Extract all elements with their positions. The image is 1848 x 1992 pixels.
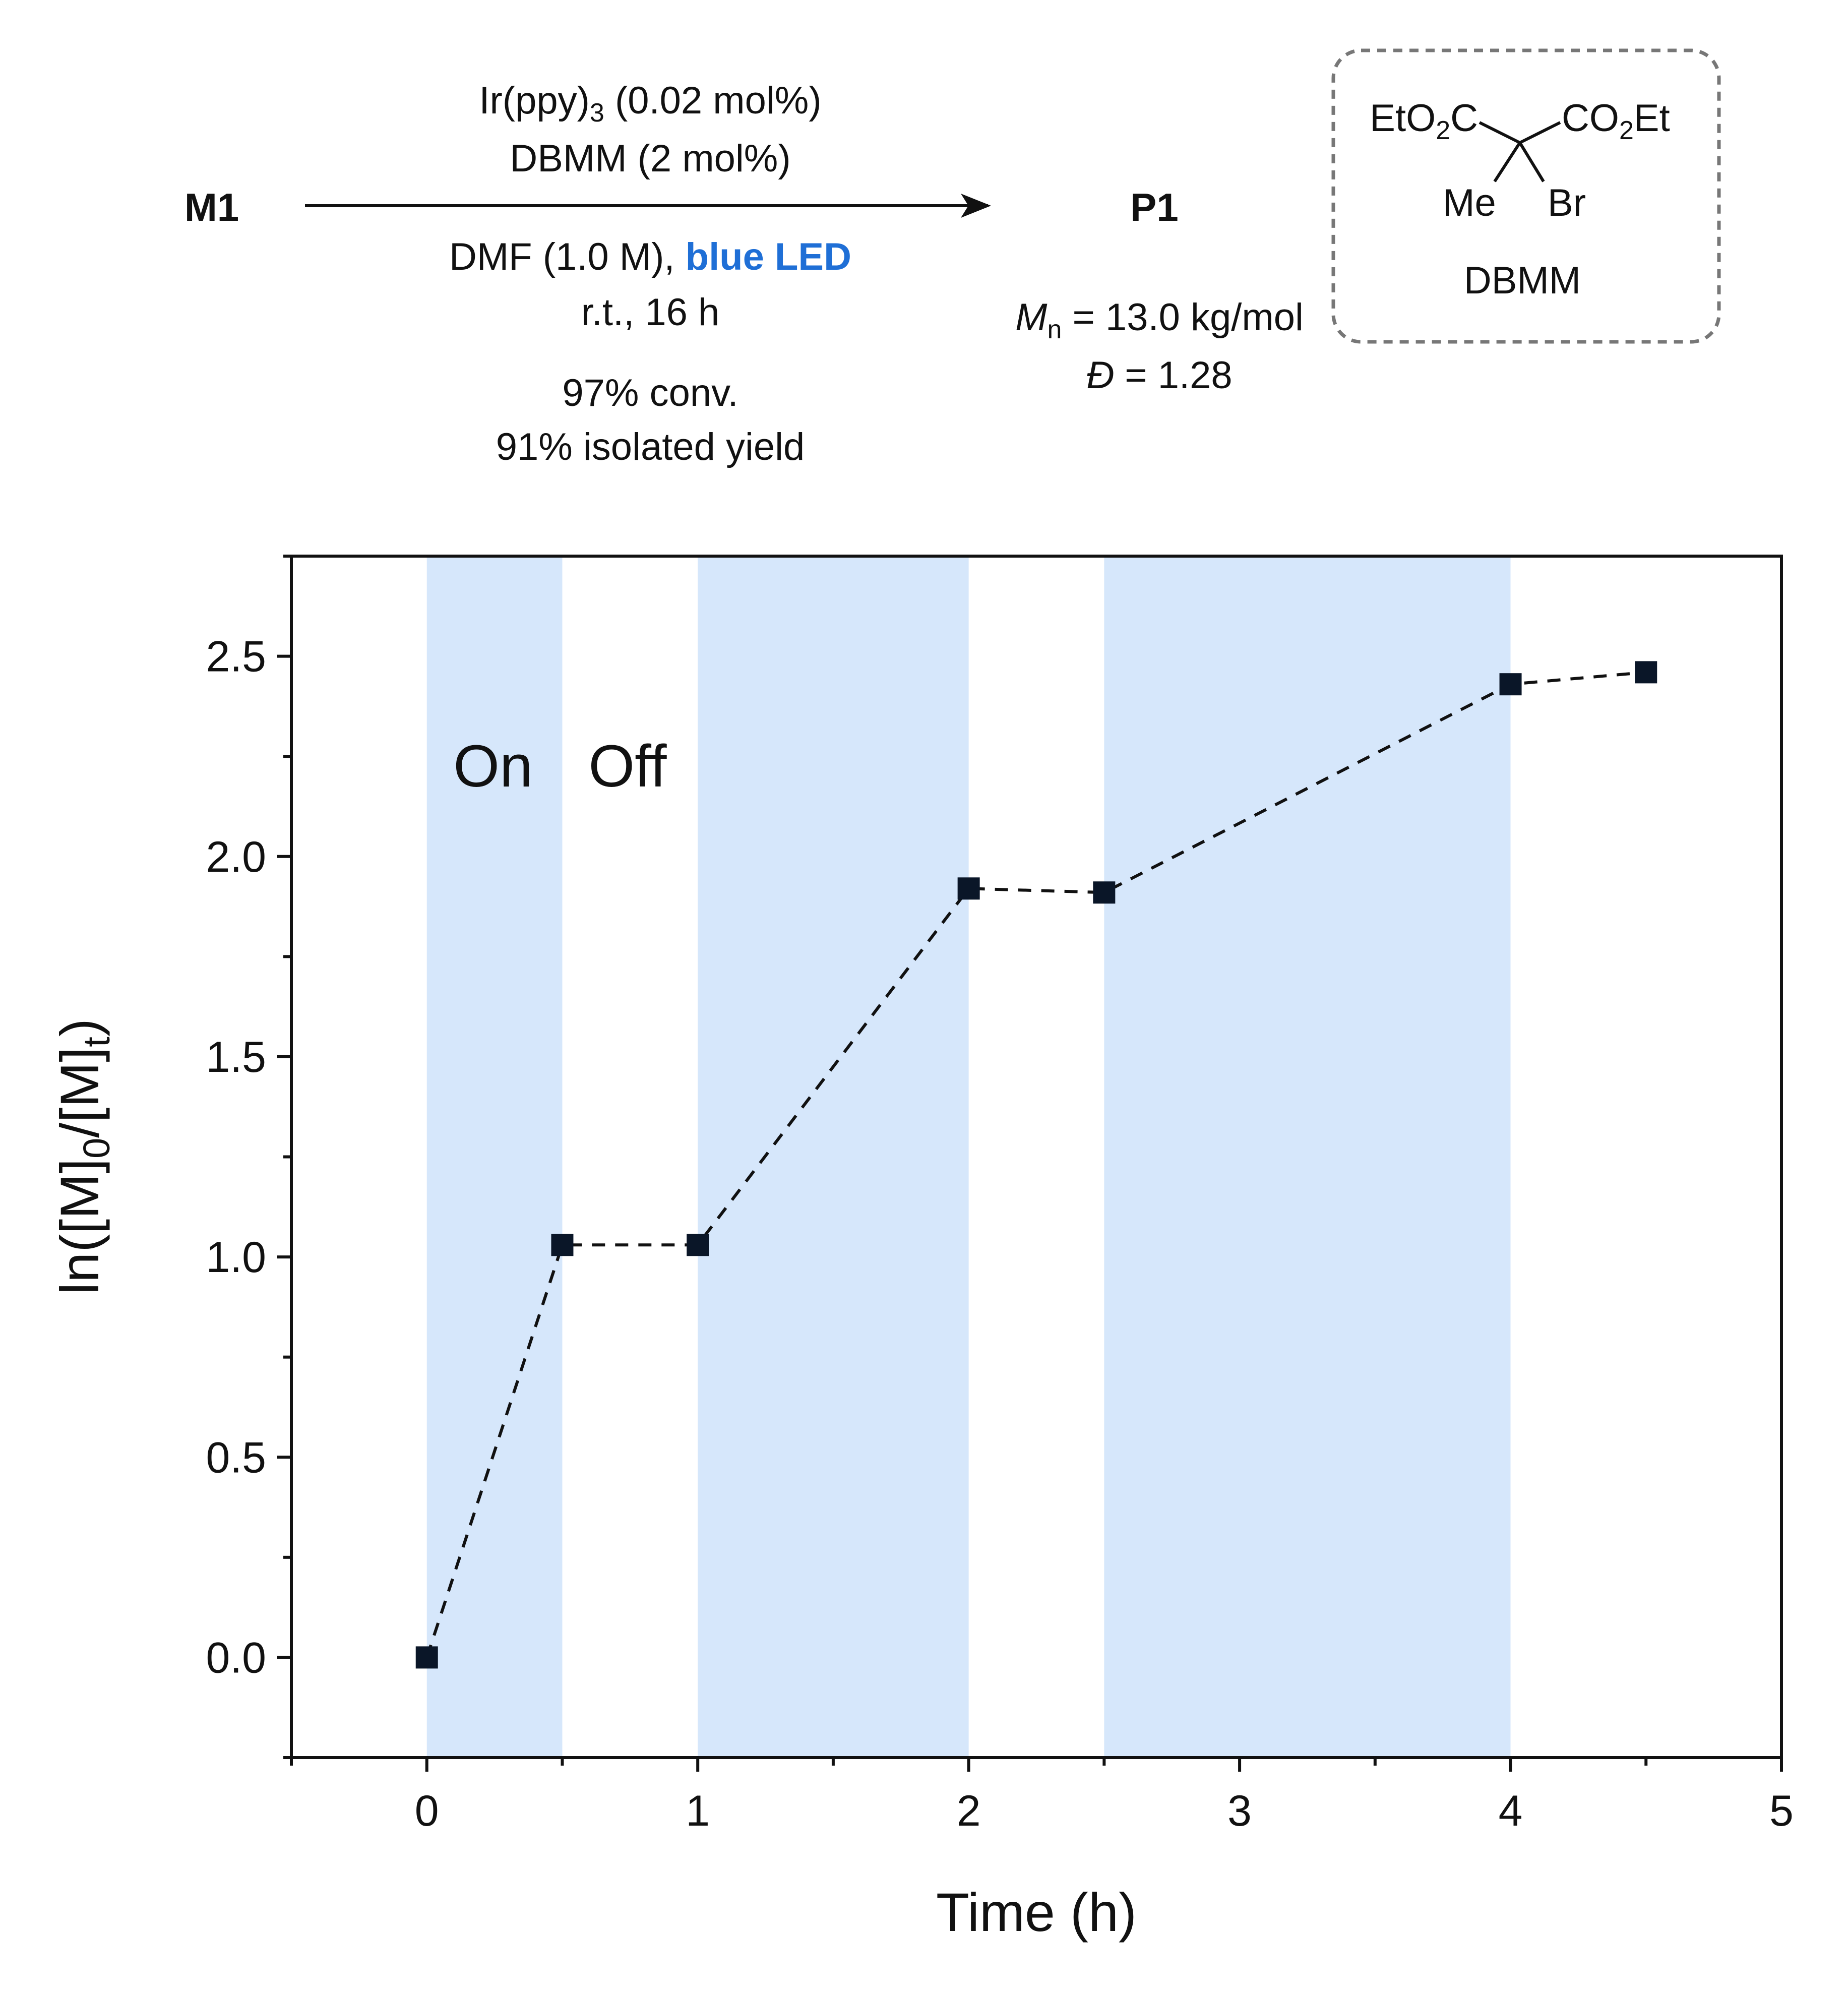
data-point xyxy=(1499,673,1522,696)
condition-temp-time: r.t., 16 h xyxy=(581,291,720,334)
dbmm-dashed-box xyxy=(1331,48,1721,344)
y-tick-label: 1.5 xyxy=(206,1033,266,1081)
dbmm-left-ester: EtO2C xyxy=(1370,97,1478,145)
y-axis: 0.0 0.5 1.0 1.5 2.0 2.5 xyxy=(206,555,291,1759)
data-point xyxy=(1635,661,1657,684)
y-tick-label: 1.0 xyxy=(206,1233,266,1282)
y-axis-title: ln([M]0/[M]t) xyxy=(49,1018,117,1295)
light-on-band xyxy=(426,556,563,1758)
y-tick-label: 0.5 xyxy=(206,1433,266,1482)
x-axis-title: Time (h) xyxy=(936,1882,1137,1943)
product-label: P1 xyxy=(1130,185,1178,229)
dbmm-bromo: Br xyxy=(1548,182,1586,224)
off-label: Off xyxy=(588,733,666,800)
on-label: On xyxy=(453,733,532,800)
data-point xyxy=(551,1234,574,1256)
condition-initiator: DBMM (2 mol%) xyxy=(510,137,790,180)
light-on-band xyxy=(1104,556,1511,1758)
mn-text: Mn = 13.0 kg/mol xyxy=(1015,296,1304,344)
kinetics-chart: 0 1 2 3 4 5 0.0 0.5 1.0 1.5 2.0 2.5 On Off Time (h… xyxy=(49,555,1794,1943)
conversion-text: 97% conv. xyxy=(562,372,738,414)
data-markers xyxy=(415,661,1657,1669)
x-tick-label: 3 xyxy=(1227,1787,1252,1835)
x-axis: 0 1 2 3 4 5 xyxy=(290,1758,1794,1835)
reaction-scheme: M1 Ir(ppy)3 (0.02 mol%) DBMM (2 mol%) DM… xyxy=(184,48,1721,468)
dbmm-methyl: Me xyxy=(1443,182,1496,224)
data-point xyxy=(957,877,980,900)
dbmm-bond-left xyxy=(1479,121,1521,144)
x-tick-label: 5 xyxy=(1769,1787,1794,1835)
data-point xyxy=(1093,881,1116,904)
yield-text: 91% isolated yield xyxy=(496,426,805,468)
data-point xyxy=(687,1234,709,1256)
dbmm-right-ester: CO2Et xyxy=(1562,97,1670,145)
dispersity-text: Đ = 1.28 xyxy=(1086,354,1232,397)
y-tick-label: 0.0 xyxy=(206,1634,266,1682)
y-tick-label: 2.5 xyxy=(206,633,266,681)
dbmm-bond-right xyxy=(1519,121,1561,144)
dbmm-name: DBMM xyxy=(1464,259,1581,302)
x-tick-label: 1 xyxy=(686,1787,710,1835)
dbmm-structure: EtO2C CO2Et Me Br DBMM xyxy=(1331,48,1721,344)
x-tick-label: 2 xyxy=(957,1787,981,1835)
y-tick-label: 2.0 xyxy=(206,833,266,881)
dbmm-bond-methyl xyxy=(1493,142,1521,183)
condition-solvent-light: DMF (1.0 M), blue LED xyxy=(449,235,851,278)
x-tick-label: 0 xyxy=(415,1787,439,1835)
reactant-label: M1 xyxy=(184,185,239,229)
data-point xyxy=(415,1646,438,1669)
condition-catalyst: Ir(ppy)3 (0.02 mol%) xyxy=(479,79,821,128)
x-tick-label: 4 xyxy=(1499,1787,1523,1835)
light-on-band xyxy=(698,556,969,1758)
light-on-bands xyxy=(426,556,1511,1758)
dbmm-bond-bromo xyxy=(1518,142,1545,183)
